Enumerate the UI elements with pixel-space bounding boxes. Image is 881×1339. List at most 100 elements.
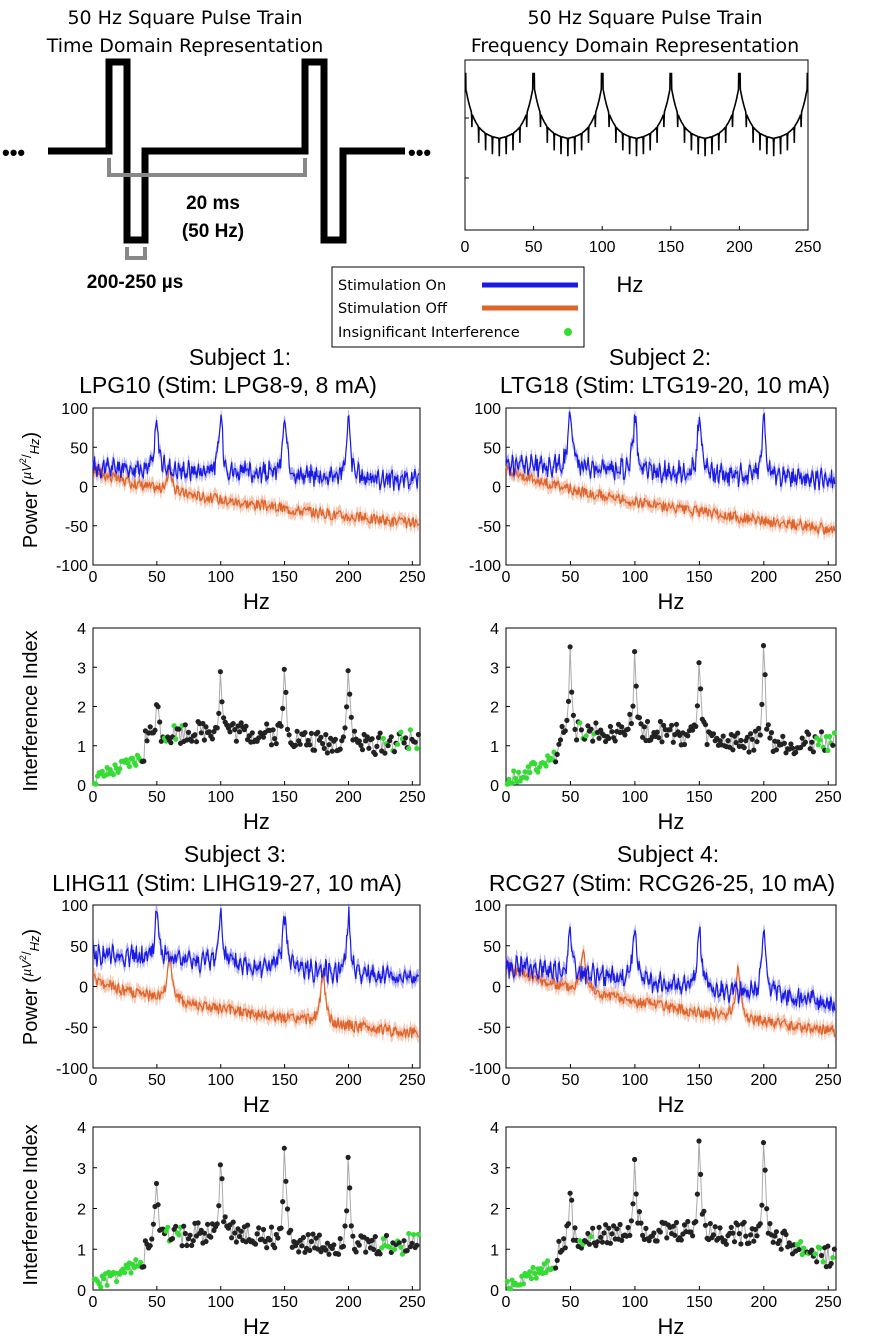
interference-point [201,1230,207,1236]
interference-point [268,742,275,748]
insignificant-point [538,1266,544,1272]
interference-ytick-label: 3 [77,1161,86,1178]
interference-point [353,1249,359,1255]
interference-ytick-label: 1 [490,739,499,756]
interference-point [557,737,564,743]
interference-point [284,1206,291,1212]
interference-point [693,723,699,730]
interference-point [630,1201,636,1207]
power-ytick-label: 100 [61,401,88,418]
power-xtick-label: 250 [399,1072,426,1089]
interference-point [214,725,220,731]
interference-point [358,742,364,749]
freq-domain-xtick-label: 150 [657,239,684,256]
power-ytick-label: -50 [478,519,501,536]
interference-point [182,1230,188,1237]
interference-point [831,1246,838,1252]
interference-point [307,1247,313,1253]
insignificant-point [406,745,412,752]
interference-point [593,1243,599,1249]
interference-point [698,686,704,692]
insignificant-point [114,1278,120,1285]
interference-point [723,1241,730,1247]
power-ylabel-top: Power (µV2/Hz) [18,432,42,548]
insignificant-point [798,1239,804,1245]
interference-point [348,1223,354,1229]
interference-point [203,1238,209,1245]
interference-point [611,1223,617,1229]
interference-point [371,1246,377,1253]
insignificant-point [522,769,528,775]
interference-point [268,1224,275,1230]
interference-point [702,722,709,728]
interference-point [401,740,407,746]
interference-point [249,730,255,736]
insignificant-point [391,1246,398,1252]
interference-point [356,738,362,744]
interference-ytick-label: 0 [490,778,499,795]
interference-xtick-label: 250 [399,789,426,806]
interference-xtick-label: 200 [335,789,362,806]
interference-point [216,1203,222,1209]
interference-point [672,1232,678,1238]
insignificant-point [812,1251,818,1257]
interference-point [382,750,388,756]
interference-point [681,741,688,748]
insignificant-point [504,1278,510,1285]
interference-point [412,739,418,745]
interference-point [300,1234,306,1241]
interference-point [377,730,383,736]
insignificant-point [138,1259,144,1265]
interference-point [308,730,314,737]
interference-point [554,751,560,758]
interference-point [693,1219,699,1225]
insignificant-point [509,780,515,786]
interference-point [363,738,369,744]
insignificant-point [794,1242,800,1248]
subject-1-subtitle: LPG10 (Stim: LPG8-9, 8 mA) [79,372,377,398]
interference-point [267,1237,273,1243]
interference-point [556,1238,562,1244]
interference-point [807,746,813,752]
interference-point [780,733,786,740]
power-xtick-label: 50 [148,569,166,586]
interference-point [641,724,647,730]
insignificant-point [415,1231,421,1237]
interference-point [673,1219,680,1226]
power-xtick-label: 200 [750,1072,777,1089]
power-panel-subject-4: 0 50 100 150 200 250 -100 -50 0 50 100 Hz [469,898,842,1117]
interference-point [383,1232,390,1239]
power-xtick-label: 100 [622,569,649,586]
interference-point [326,1251,332,1257]
interference-point [590,738,596,744]
interference-xtick-label: 0 [502,1294,511,1311]
insignificant-point [520,1281,527,1287]
interference-point [324,750,330,756]
interference-point [810,749,817,755]
interference-point [342,1223,348,1229]
interference-point [344,1208,350,1214]
interference-point [264,1245,270,1251]
interference-point [237,1233,243,1240]
freq-domain-spectrum [464,72,809,157]
power-xtick-label: 250 [815,1072,842,1089]
interference-xtick-label: 0 [89,789,98,806]
interference-point [141,1264,147,1270]
interference-point [572,1225,578,1231]
interference-xtick-label: 150 [686,1294,713,1311]
interference-point [704,741,710,748]
interference-point [254,1231,260,1237]
interference-point [155,704,161,710]
interference-point [372,1234,378,1240]
interference-point [369,736,375,742]
interference-point [272,1245,278,1251]
interference-point [638,721,644,727]
interference-point [345,1154,351,1160]
interference-point [594,1239,601,1245]
interference-point [670,1223,676,1229]
interference-point [256,735,262,741]
interference-point [141,758,147,764]
interference-point [200,720,206,727]
interference-point [830,742,836,748]
power-panel-subject-3: 0 50 100 150 200 250 -100 -50 0 50 100 Hz [56,898,426,1117]
